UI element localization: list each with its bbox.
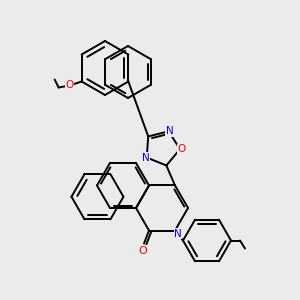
Text: N: N [166, 126, 174, 136]
Text: O: O [178, 144, 186, 154]
Text: N: N [174, 229, 182, 238]
Text: O: O [139, 245, 147, 256]
Text: N: N [142, 152, 150, 163]
Text: O: O [65, 80, 74, 91]
